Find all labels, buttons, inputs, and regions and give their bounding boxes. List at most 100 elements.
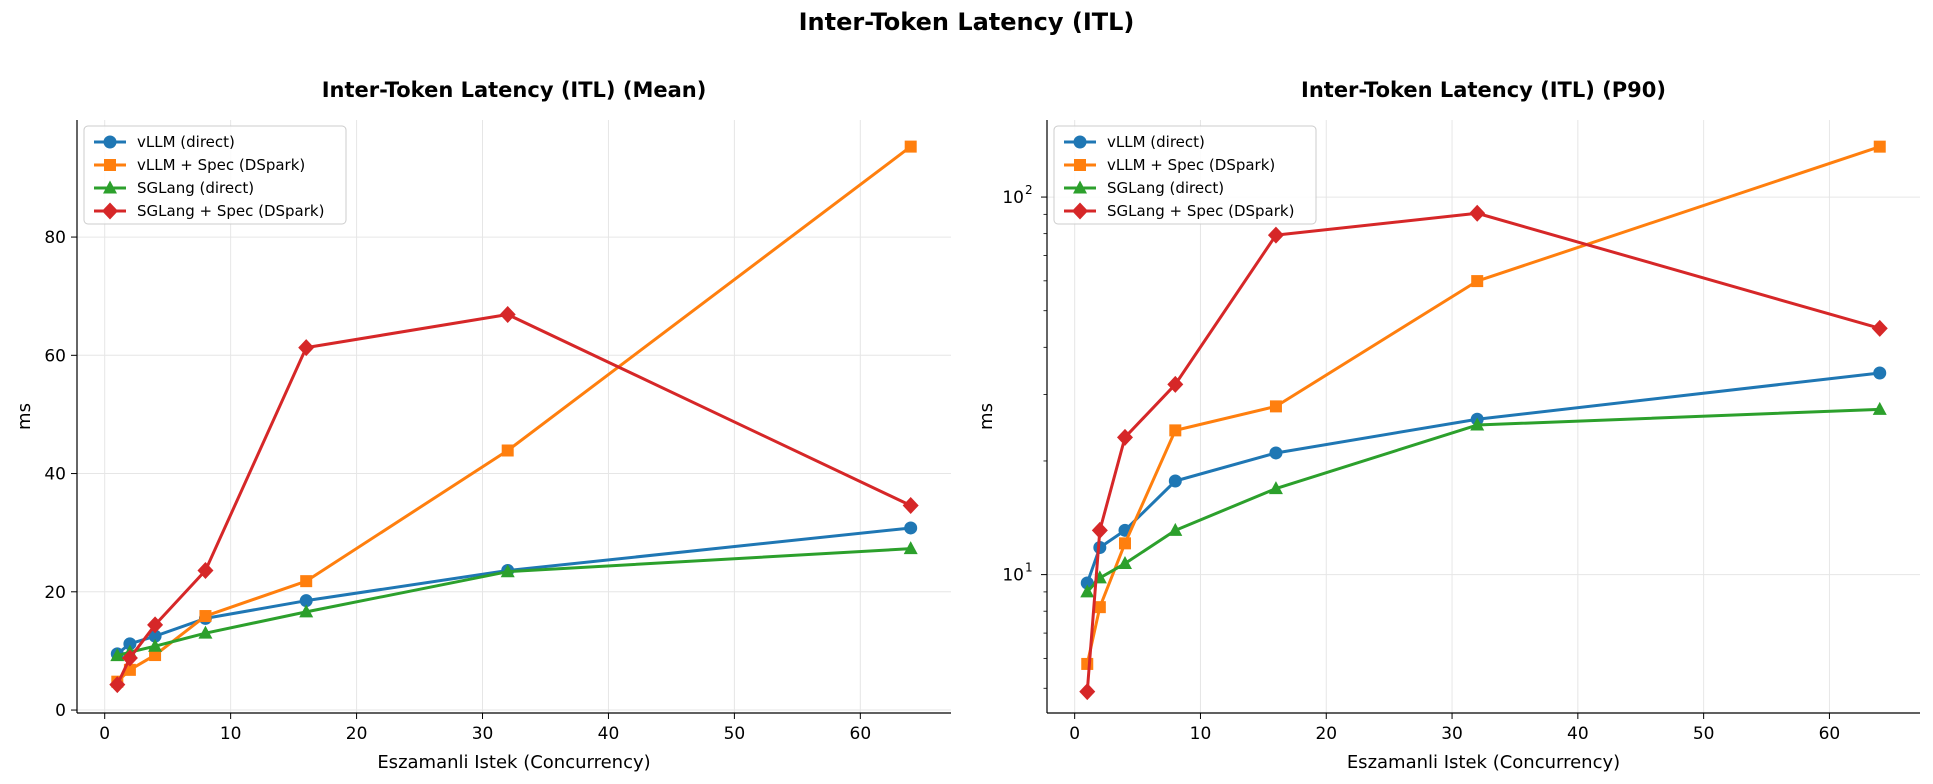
x-tick-label: 30	[472, 724, 494, 744]
data-point	[1872, 401, 1887, 415]
data-point	[149, 649, 162, 662]
data-point	[299, 604, 314, 618]
chart-mean: 0 10 20 30 40 50 60 0 20 40 60 80 Inter-Token Latenc…	[14, 78, 951, 773]
data-point	[903, 541, 918, 555]
y-axis-label: ms	[976, 403, 997, 430]
legend-marker	[1074, 159, 1086, 171]
legend-marker	[102, 202, 118, 220]
y-tick-label: 60	[44, 346, 66, 366]
data-point	[1269, 400, 1282, 413]
x-tick-label: 0	[99, 724, 110, 744]
data-point	[1079, 683, 1096, 701]
series-vllm-direct	[110, 521, 918, 661]
y-axis-label: ms	[14, 403, 35, 430]
data-point	[1469, 204, 1486, 222]
data-point	[110, 648, 125, 662]
data-point	[902, 496, 919, 514]
data-point	[1873, 366, 1887, 380]
x-tick-label: 20	[1315, 724, 1337, 744]
x-tick-label: 60	[1819, 724, 1841, 744]
legend-marker	[103, 135, 117, 149]
y-tick-label: 20	[44, 583, 66, 603]
data-point	[121, 649, 138, 667]
data-point	[1091, 521, 1108, 539]
series-sglang-spec-dspark	[109, 306, 919, 694]
legend-marker	[103, 180, 117, 194]
y-tick-label-exponent: 1	[1025, 561, 1033, 575]
data-point	[1268, 481, 1283, 495]
data-point	[299, 594, 313, 608]
x-axis-label: Eszamanli Istek (Concurrency)	[377, 752, 650, 773]
gridlines	[77, 120, 951, 713]
data-point	[197, 562, 214, 580]
legend-label: SGLang + Spec (DSpark)	[137, 202, 324, 220]
data-point	[1168, 474, 1182, 488]
series-line	[1086, 407, 1880, 593]
data-point	[1871, 319, 1888, 337]
legend-marker	[1073, 135, 1087, 149]
legend: vLLM (direct) vLLM + Spec (DSpark) SGLang …	[83, 125, 347, 225]
data-point	[904, 140, 917, 153]
data-point	[501, 444, 514, 457]
data-point	[1118, 537, 1131, 550]
data-point	[500, 564, 515, 578]
x-tick-label: 0	[1069, 724, 1080, 744]
x-tick-label: 10	[220, 724, 242, 744]
data-point	[1470, 417, 1485, 431]
legend: vLLM (direct) vLLM + Spec (DSpark) SGLang …	[1053, 125, 1317, 225]
x-tick-label: 50	[724, 724, 746, 744]
data-point	[198, 625, 213, 639]
data-point	[298, 339, 315, 357]
legend-marker	[1072, 202, 1088, 220]
legend-label: vLLM (direct)	[137, 133, 235, 151]
data-point	[199, 610, 212, 623]
legend-label: vLLM + Spec (DSpark)	[1107, 156, 1275, 174]
data-point	[148, 638, 163, 652]
chart-title: Inter-Token Latency (ITL) (Mean)	[322, 78, 707, 102]
data-point	[499, 306, 516, 324]
legend-box	[1053, 125, 1317, 225]
x-tick-label: 30	[1441, 724, 1463, 744]
legend-marker	[1073, 180, 1087, 194]
x-tick-label: 60	[850, 724, 872, 744]
data-point	[123, 637, 137, 651]
y-tick-label: 80	[44, 228, 66, 248]
data-point	[1471, 275, 1484, 288]
y-tick-label: 10	[1002, 188, 1024, 208]
data-point	[1873, 140, 1886, 153]
series-vllm-direct	[1080, 366, 1887, 590]
figure-title: Inter-Token Latency (ITL)	[798, 8, 1135, 36]
data-point	[1117, 556, 1132, 570]
data-point	[147, 616, 164, 634]
data-point	[904, 521, 918, 535]
data-point	[1267, 226, 1284, 244]
series-sglang-direct	[110, 541, 918, 662]
y-tick-label: 0	[55, 701, 66, 721]
x-tick-label: 40	[1567, 724, 1589, 744]
legend-label: vLLM + Spec (DSpark)	[137, 156, 305, 174]
legend-label: SGLang (direct)	[1107, 179, 1224, 197]
series-line	[115, 313, 912, 686]
data-point	[1168, 522, 1183, 536]
data-point	[1269, 446, 1283, 460]
data-point	[148, 629, 162, 643]
legend-marker	[104, 159, 116, 171]
data-point	[1167, 375, 1184, 393]
x-tick-label: 10	[1190, 724, 1212, 744]
series-line	[116, 145, 912, 683]
data-point	[1169, 424, 1182, 437]
series-sglang-spec-dspark	[1079, 204, 1888, 701]
legend-label: vLLM (direct)	[1107, 133, 1205, 151]
data-point	[300, 575, 313, 588]
data-point	[1081, 657, 1094, 670]
series-line	[116, 526, 911, 656]
y-tick-label-exponent: 2	[1025, 183, 1033, 197]
legend-box	[83, 125, 347, 225]
series-line	[1085, 371, 1880, 584]
y-tick-label: 10	[1002, 566, 1024, 586]
x-tick-label: 20	[346, 724, 368, 744]
legend-label: SGLang + Spec (DSpark)	[1107, 202, 1294, 220]
data-point	[109, 676, 126, 694]
